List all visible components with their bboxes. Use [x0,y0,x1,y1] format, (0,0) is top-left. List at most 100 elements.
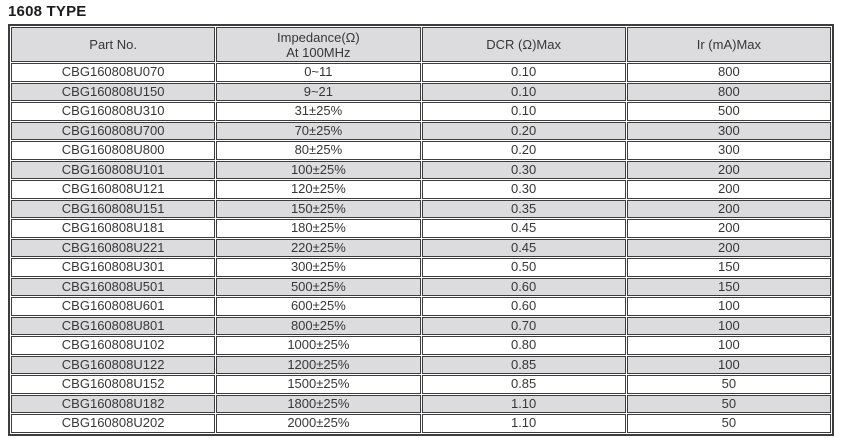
table-row: CBG160808U122 1200±25% 0.85 100 [11,355,831,374]
col-header-label: Ir (mA)Max [696,37,762,52]
cell-dcr: 0.10 [421,102,626,121]
cell-ir: 500 [626,102,831,121]
table-row: CBG160808U152 1500±25% 0.85 50 [11,375,831,394]
cell-impedance: 220±25% [216,238,421,257]
table-row: CBG160808U800 80±25% 0.20 300 [11,141,831,160]
cell-impedance: 150±25% [216,199,421,218]
cell-impedance: 800±25% [216,316,421,335]
cell-dcr: 0.30 [421,160,626,179]
table-row: CBG160808U700 70±25% 0.20 300 [11,121,831,140]
table-header: Part No. Impedance(Ω) At 100MHz DCR (Ω)M… [11,27,831,62]
cell-dcr: 0.85 [421,375,626,394]
table-row: CBG160808U101 100±25% 0.30 200 [11,160,831,179]
table-row: CBG160808U202 2000±25% 1.10 50 [11,414,831,433]
cell-dcr: 0.70 [421,316,626,335]
cell-dcr: 0.80 [421,336,626,355]
cell-part-no: CBG160808U151 [11,199,216,218]
table-row: CBG160808U102 1000±25% 0.80 100 [11,336,831,355]
table-row: CBG160808U181 180±25% 0.45 200 [11,219,831,238]
cell-ir: 100 [626,355,831,374]
cell-dcr: 1.10 [421,414,626,433]
cell-ir: 200 [626,180,831,199]
col-header-label: DCR (Ω)Max [486,37,561,52]
cell-ir: 50 [626,375,831,394]
cell-ir: 200 [626,219,831,238]
cell-ir: 300 [626,121,831,140]
cell-impedance: 2000±25% [216,414,421,433]
cell-impedance: 500±25% [216,277,421,296]
cell-part-no: CBG160808U501 [11,277,216,296]
header-row: Part No. Impedance(Ω) At 100MHz DCR (Ω)M… [11,27,831,62]
cell-ir: 200 [626,199,831,218]
cell-dcr: 0.35 [421,199,626,218]
cell-part-no: CBG160808U800 [11,141,216,160]
cell-part-no: CBG160808U601 [11,297,216,316]
cell-part-no: CBG160808U102 [11,336,216,355]
table-row: CBG160808U501 500±25% 0.60 150 [11,277,831,296]
cell-dcr: 0.60 [421,277,626,296]
cell-part-no: CBG160808U221 [11,238,216,257]
cell-ir: 100 [626,316,831,335]
spec-table: Part No. Impedance(Ω) At 100MHz DCR (Ω)M… [8,24,834,436]
table-row: CBG160808U801 800±25% 0.70 100 [11,316,831,335]
table-row: CBG160808U310 31±25% 0.10 500 [11,102,831,121]
cell-dcr: 0.45 [421,238,626,257]
cell-impedance: 1500±25% [216,375,421,394]
cell-impedance: 600±25% [216,297,421,316]
cell-part-no: CBG160808U152 [11,375,216,394]
cell-part-no: CBG160808U122 [11,355,216,374]
cell-dcr: 0.30 [421,180,626,199]
cell-impedance: 80±25% [216,141,421,160]
cell-impedance: 300±25% [216,258,421,277]
col-header-part-no: Part No. [11,27,216,62]
cell-impedance: 1200±25% [216,355,421,374]
col-header-sublabel: At 100MHz [286,44,351,60]
cell-dcr: 0.20 [421,141,626,160]
cell-part-no: CBG160808U801 [11,316,216,335]
table-row: CBG160808U301 300±25% 0.50 150 [11,258,831,277]
cell-impedance: 0~11 [216,63,421,82]
cell-ir: 200 [626,160,831,179]
table-row: CBG160808U182 1800±25% 1.10 50 [11,394,831,413]
cell-part-no: CBG160808U700 [11,121,216,140]
page-title: 1608 TYPE [8,3,87,20]
cell-part-no: CBG160808U310 [11,102,216,121]
cell-dcr: 1.10 [421,394,626,413]
cell-dcr: 0.50 [421,258,626,277]
col-header-label: Part No. [89,37,137,52]
cell-ir: 200 [626,238,831,257]
cell-dcr: 0.10 [421,82,626,101]
cell-part-no: CBG160808U202 [11,414,216,433]
cell-part-no: CBG160808U121 [11,180,216,199]
table-row: CBG160808U151 150±25% 0.35 200 [11,199,831,218]
cell-ir: 300 [626,141,831,160]
cell-part-no: CBG160808U182 [11,394,216,413]
table-row: CBG160808U070 0~11 0.10 800 [11,63,831,82]
cell-ir: 800 [626,63,831,82]
cell-part-no: CBG160808U150 [11,82,216,101]
cell-dcr: 0.85 [421,355,626,374]
cell-part-no: CBG160808U181 [11,219,216,238]
cell-impedance: 70±25% [216,121,421,140]
cell-impedance: 120±25% [216,180,421,199]
table-row: CBG160808U150 9~21 0.10 800 [11,82,831,101]
cell-impedance: 100±25% [216,160,421,179]
table-row: CBG160808U601 600±25% 0.60 100 [11,297,831,316]
cell-impedance: 1000±25% [216,336,421,355]
table-body: CBG160808U070 0~11 0.10 800 CBG160808U150 9~2… [11,63,831,433]
cell-ir: 50 [626,414,831,433]
cell-part-no: CBG160808U101 [11,160,216,179]
table-row: CBG160808U221 220±25% 0.45 200 [11,238,831,257]
cell-dcr: 0.10 [421,63,626,82]
col-header-impedance: Impedance(Ω) At 100MHz [216,27,421,62]
col-header-ir: Ir (mA)Max [626,27,831,62]
cell-impedance: 1800±25% [216,394,421,413]
cell-ir: 100 [626,336,831,355]
cell-ir: 150 [626,277,831,296]
cell-dcr: 0.45 [421,219,626,238]
col-header-dcr: DCR (Ω)Max [421,27,626,62]
table-row: CBG160808U121 120±25% 0.30 200 [11,180,831,199]
cell-impedance: 31±25% [216,102,421,121]
cell-ir: 100 [626,297,831,316]
